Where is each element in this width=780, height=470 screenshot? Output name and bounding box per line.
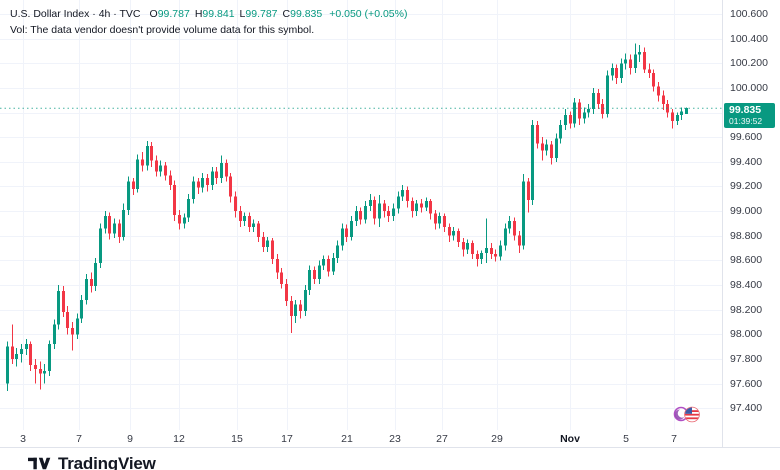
time-axis[interactable]: 3 7 9 12 15 17 21 23 27 29 Nov 5 7 <box>0 430 780 447</box>
price-change: +0.050 (+0.05%) <box>329 8 408 20</box>
chart-legend: U.S. Dollar Index · 4h · TVC O99.787 H99.8… <box>10 7 407 38</box>
time-axis-label: 3 <box>20 433 26 445</box>
price-axis-label: 98.200 <box>730 303 763 316</box>
symbol-provider-logos <box>673 406 700 423</box>
time-axis-label: 21 <box>341 433 353 445</box>
price-axis-label: 100.600 <box>730 8 768 20</box>
ohlc-high: H99.841 <box>194 8 235 20</box>
price-axis-label: 99.000 <box>730 205 763 218</box>
ohlc-close: C99.835 <box>282 8 323 20</box>
time-axis-label: Nov <box>560 433 580 445</box>
price-axis[interactable]: 99.835 01:39:52 100.600 100.400 100.200 100… <box>722 0 780 447</box>
price-axis-label: 100.200 <box>730 57 768 70</box>
price-axis-label: 97.400 <box>730 402 763 415</box>
axis-borders <box>0 0 780 447</box>
time-axis-label: 12 <box>173 433 185 445</box>
price-axis-label: 100.000 <box>730 81 768 94</box>
time-axis-label: 27 <box>436 433 448 445</box>
time-axis-label: 7 <box>76 433 82 445</box>
ohlc-low: L99.787 <box>239 8 278 20</box>
tradingview-logo[interactable]: TradingView <box>28 455 156 470</box>
price-axis-label: 99.600 <box>730 131 763 144</box>
time-axis-label: 5 <box>623 433 629 445</box>
time-axis-label: 7 <box>671 433 677 445</box>
current-price-label: 99.835 <box>729 104 762 117</box>
price-axis-label: 97.600 <box>730 377 763 390</box>
footer-bar: TradingView <box>0 447 780 470</box>
price-axis-label: 98.800 <box>730 229 763 242</box>
price-axis-label: 98.000 <box>730 328 763 341</box>
ohlc-open: O99.787 <box>149 8 190 20</box>
price-axis-label: 100.400 <box>730 32 768 45</box>
bar-countdown: 01:39:52 <box>729 116 763 127</box>
gridlines <box>0 0 722 430</box>
price-axis-label: 98.400 <box>730 279 763 291</box>
candlestick-series <box>6 43 688 391</box>
tradingview-logo-icon <box>28 457 51 470</box>
us-flag-icon <box>684 406 700 423</box>
time-axis-label: 15 <box>231 433 243 445</box>
time-axis-label: 9 <box>127 433 133 445</box>
current-price-badge: 99.835 01:39:52 <box>724 103 775 129</box>
time-axis-label: 17 <box>281 433 293 445</box>
time-axis-label: 29 <box>491 433 503 445</box>
volume-note: Vol: The data vendor doesn't provide vol… <box>10 24 315 36</box>
time-axis-label: 23 <box>389 433 401 445</box>
price-axis-label: 99.400 <box>730 155 763 168</box>
symbol-title[interactable]: U.S. Dollar Index · 4h · TVC <box>10 8 141 20</box>
price-axis-label: 98.600 <box>730 254 763 267</box>
price-axis-label: 99.200 <box>730 180 763 193</box>
chart-canvas[interactable] <box>0 0 780 447</box>
price-axis-label: 97.800 <box>730 352 763 365</box>
